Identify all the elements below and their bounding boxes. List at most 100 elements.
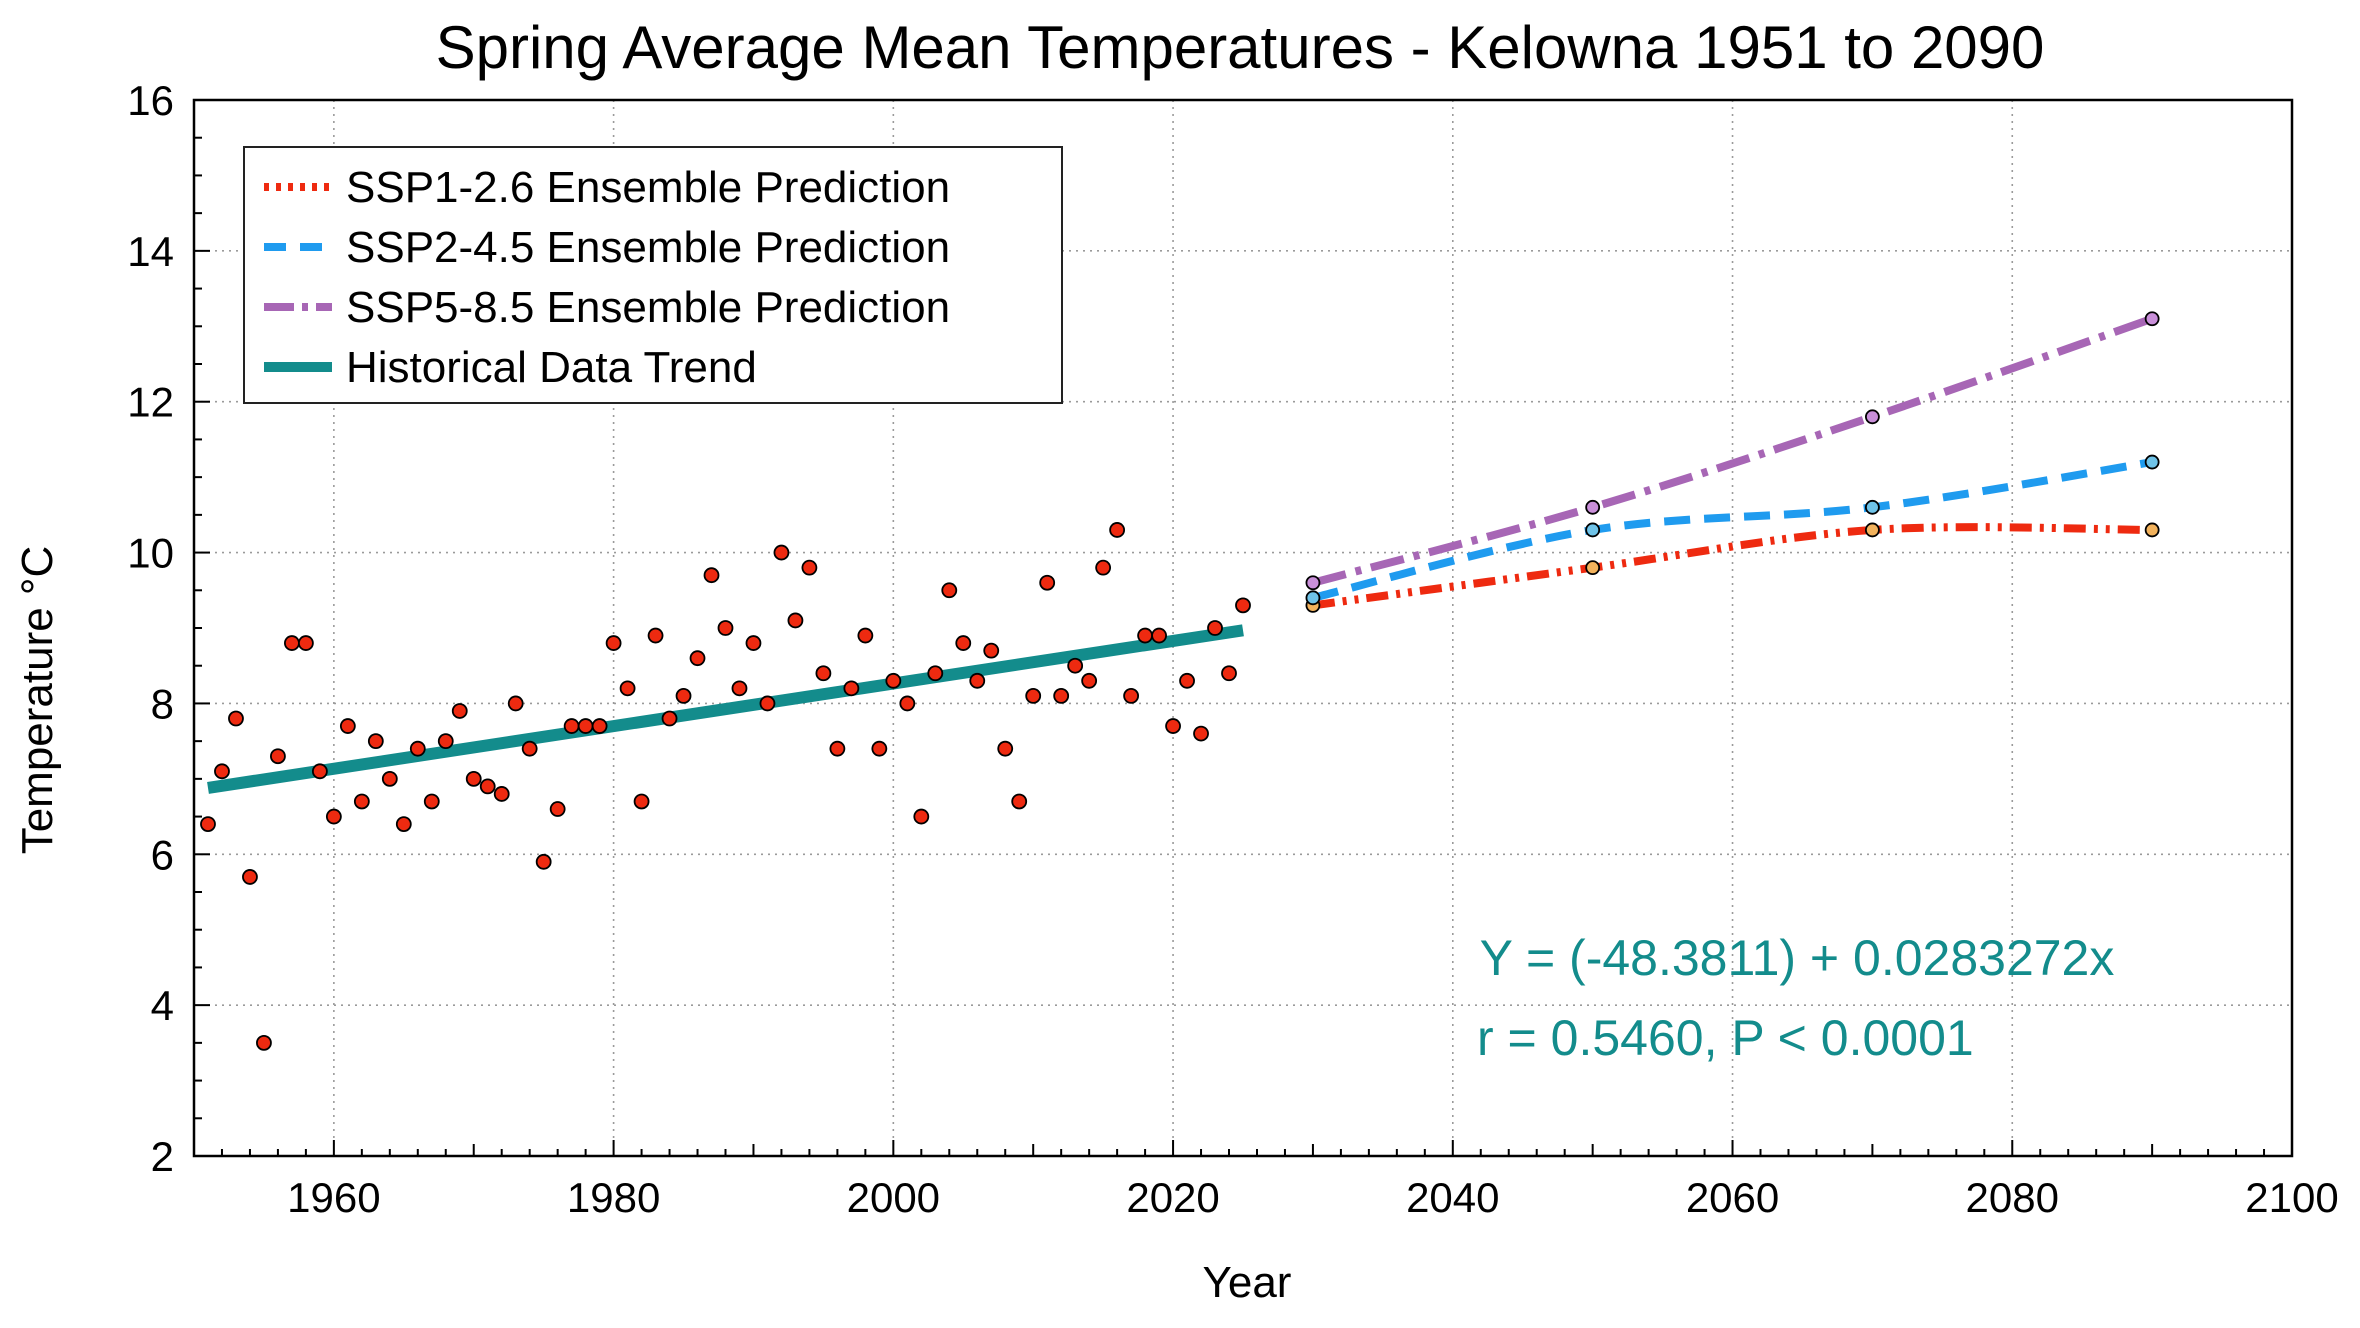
observed-point: [1151, 627, 1167, 644]
observed-point: [745, 635, 762, 651]
projection-series-layer: [1305, 311, 2160, 613]
observed-point: [297, 635, 314, 651]
observed-point: [563, 718, 580, 734]
regression-equation: Y = (-48.3811) + 0.0283272x: [1480, 930, 2115, 986]
y-tick-label: 4: [151, 982, 174, 1029]
observed-point: [1235, 597, 1251, 614]
observed-point: [451, 703, 468, 719]
observed-point: [1193, 725, 1209, 742]
observed-point: [605, 635, 622, 651]
observed-point: [437, 733, 454, 750]
observed-point: [983, 642, 1000, 659]
x-tick-label: 2100: [2245, 1174, 2338, 1221]
ssp126-point: [1585, 560, 1601, 576]
observed-point: [549, 801, 566, 817]
ssp585-line: [1311, 314, 2154, 587]
observed-point: [367, 733, 384, 750]
y-tick-label: 6: [151, 831, 174, 878]
observed-point: [1165, 718, 1181, 734]
y-tick-label: 10: [127, 530, 174, 577]
observed-point: [801, 559, 818, 576]
observed-point: [1039, 574, 1056, 591]
observed-point: [1123, 687, 1140, 704]
observed-point: [675, 687, 692, 704]
y-axis-label: Temperature °C: [13, 546, 62, 855]
observed-point: [885, 672, 902, 689]
observed-point: [731, 680, 748, 697]
observed-point: [759, 695, 776, 712]
ssp126-line: [1312, 523, 2153, 610]
observed-point: [577, 718, 594, 734]
x-tick-label: 2080: [1966, 1174, 2059, 1221]
chart-title: Spring Average Mean Temperatures - Kelow…: [436, 14, 2045, 81]
observed-point: [228, 710, 244, 727]
observed-point: [913, 808, 930, 825]
observed-point: [493, 786, 510, 802]
observed-points-layer: [200, 522, 1251, 1051]
observed-point: [311, 763, 328, 780]
legend-box: [243, 146, 1063, 404]
ssp585-point: [1585, 499, 1601, 515]
observed-point: [256, 1034, 272, 1051]
observed-point: [1053, 687, 1070, 704]
observed-point: [703, 567, 720, 584]
observed-point: [689, 650, 706, 667]
observed-point: [1011, 793, 1028, 810]
trend-line-layer: [207, 624, 1244, 794]
observed-point: [381, 770, 398, 787]
x-tick-label: 2020: [1126, 1174, 1219, 1221]
observed-point: [284, 635, 300, 651]
ssp245-point: [2144, 454, 2160, 470]
observed-point: [1095, 559, 1112, 576]
observed-point: [591, 718, 608, 734]
x-tick-label: 2040: [1406, 1174, 1499, 1221]
observed-point: [465, 770, 482, 787]
regression-stats: r = 0.5460, P < 0.0001: [1477, 1010, 1974, 1066]
x-tick-label: 2000: [847, 1174, 940, 1221]
ssp126-point: [2144, 522, 2160, 538]
observed-point: [423, 793, 440, 810]
x-axis-label: Year: [1203, 1258, 1292, 1307]
ssp126-point: [1865, 522, 1880, 538]
ssp245-point: [1305, 590, 1321, 606]
legend: SSP1-2.6 Ensemble Prediction SSP2-4.5 Ens…: [243, 146, 1063, 404]
observed-point: [969, 672, 986, 689]
observed-point: [535, 853, 552, 870]
observed-point: [521, 740, 538, 757]
historical-trend-line: [207, 624, 1244, 794]
legend-label: SSP2-4.5 Ensemble Prediction: [346, 223, 950, 272]
observed-point: [1179, 672, 1195, 689]
observed-point: [1207, 620, 1223, 636]
observed-point: [843, 680, 860, 697]
observed-point: [997, 740, 1014, 757]
observed-point: [1221, 665, 1237, 682]
observed-point: [507, 695, 524, 712]
observed-point: [1025, 687, 1042, 704]
y-tick-label: 12: [127, 379, 174, 426]
y-tick-label: 16: [127, 77, 174, 124]
x-tick-label: 2060: [1686, 1174, 1779, 1221]
ssp585-point: [1305, 575, 1321, 591]
observed-point: [717, 620, 734, 636]
observed-point: [1137, 627, 1153, 644]
observed-point: [200, 816, 216, 833]
y-tick-label: 2: [151, 1133, 174, 1180]
x-tick-label: 1960: [287, 1174, 380, 1221]
observed-point: [409, 740, 426, 757]
observed-point: [773, 544, 790, 561]
observed-point: [815, 665, 832, 682]
ssp245-point: [1865, 499, 1880, 515]
ssp585-point: [1865, 409, 1880, 425]
observed-point: [1109, 522, 1126, 538]
observed-point: [325, 808, 342, 825]
ssp585-point: [2144, 311, 2160, 327]
observed-point: [829, 740, 846, 757]
ssp245-line: [1311, 458, 2153, 602]
observed-point: [214, 763, 230, 780]
observed-point: [479, 778, 496, 795]
observed-point: [353, 793, 370, 810]
observed-point: [871, 740, 888, 757]
observed-point: [270, 748, 286, 765]
observed-point: [857, 627, 874, 644]
y-tick-label: 8: [151, 680, 174, 727]
